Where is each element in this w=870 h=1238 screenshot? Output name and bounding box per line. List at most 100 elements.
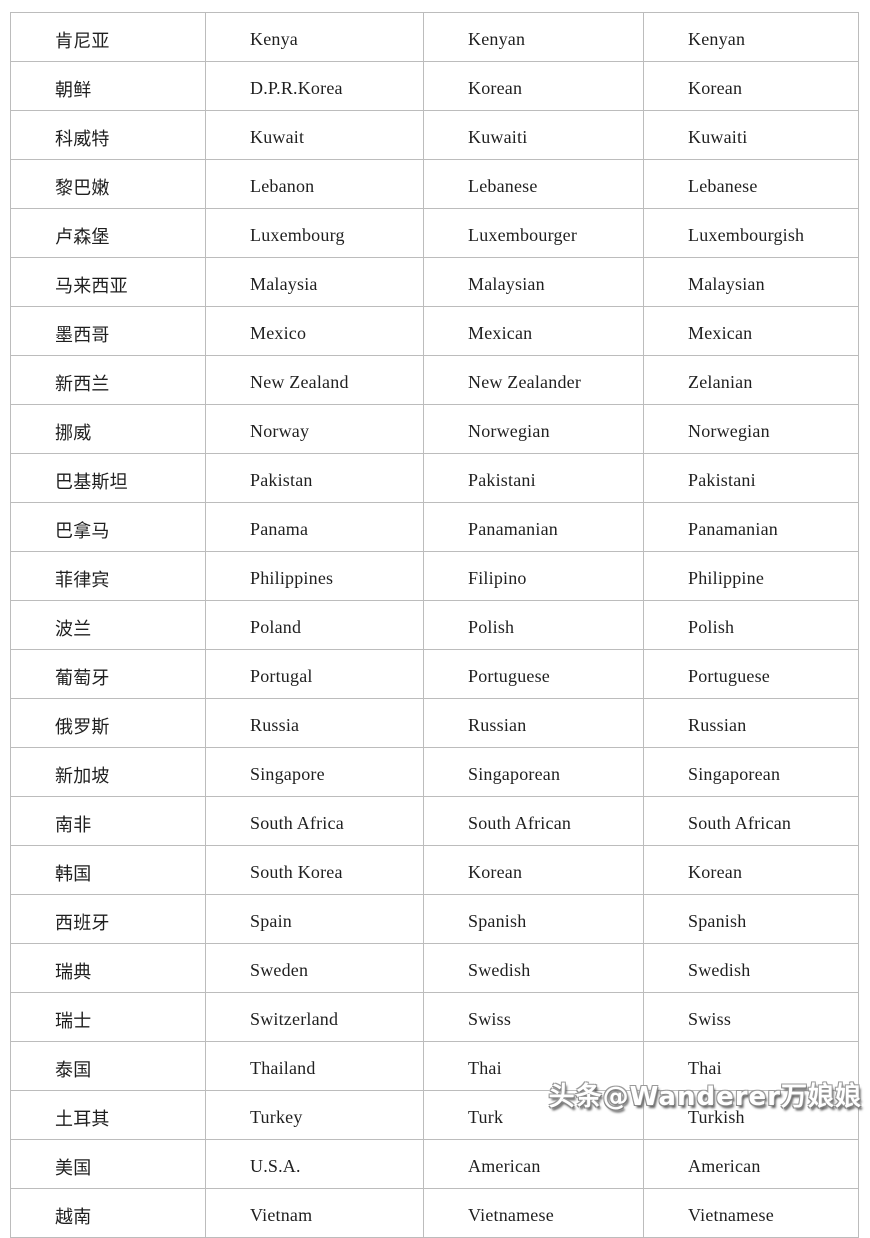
table-cell: American bbox=[643, 1139, 859, 1189]
table-row: 葡萄牙 Portugal Portuguese Portuguese bbox=[10, 649, 859, 699]
table-cell: South African bbox=[643, 796, 859, 846]
table-cell: Panama bbox=[205, 502, 424, 552]
table-row: 西班牙 Spain Spanish Spanish bbox=[10, 894, 859, 944]
table-cell: Singaporean bbox=[643, 747, 859, 797]
table-cell: Kuwait bbox=[205, 110, 424, 160]
table-row: 瑞典 Sweden Swedish Swedish bbox=[10, 943, 859, 993]
table-cell: Kenya bbox=[205, 12, 424, 62]
table-cell: 挪威 bbox=[10, 404, 206, 454]
table-cell: 巴基斯坦 bbox=[10, 453, 206, 503]
table-cell: South African bbox=[423, 796, 644, 846]
table-row: 瑞士 Switzerland Swiss Swiss bbox=[10, 992, 859, 1042]
table-cell: New Zealander bbox=[423, 355, 644, 405]
table-cell: Malaysian bbox=[643, 257, 859, 307]
table-cell: Spain bbox=[205, 894, 424, 944]
table-cell: 科威特 bbox=[10, 110, 206, 160]
table-cell: Norway bbox=[205, 404, 424, 454]
table-cell: Singapore bbox=[205, 747, 424, 797]
table-cell: Thai bbox=[423, 1041, 644, 1091]
table-cell: Philippine bbox=[643, 551, 859, 601]
table-cell: Norwegian bbox=[643, 404, 859, 454]
table-cell: Vietnamese bbox=[643, 1188, 859, 1238]
table-cell: Korean bbox=[423, 61, 644, 111]
table-cell: Korean bbox=[423, 845, 644, 895]
table-cell: Turk bbox=[423, 1090, 644, 1140]
table-cell: Swedish bbox=[423, 943, 644, 993]
table-row: 泰国 Thailand Thai Thai bbox=[10, 1041, 859, 1091]
table-cell: 葡萄牙 bbox=[10, 649, 206, 699]
table-cell: Russia bbox=[205, 698, 424, 748]
table-row: 波兰 Poland Polish Polish bbox=[10, 600, 859, 650]
table-cell: Panamanian bbox=[423, 502, 644, 552]
table-cell: Norwegian bbox=[423, 404, 644, 454]
table-cell: Swiss bbox=[423, 992, 644, 1042]
table-cell: 新加坡 bbox=[10, 747, 206, 797]
table-cell: Lebanon bbox=[205, 159, 424, 209]
table-cell: Philippines bbox=[205, 551, 424, 601]
table-cell: Portuguese bbox=[643, 649, 859, 699]
table-cell: Poland bbox=[205, 600, 424, 650]
table-cell: Singaporean bbox=[423, 747, 644, 797]
table-cell: Turkey bbox=[205, 1090, 424, 1140]
table-cell: Swedish bbox=[643, 943, 859, 993]
table-cell: Mexico bbox=[205, 306, 424, 356]
table-cell: 朝鲜 bbox=[10, 61, 206, 111]
table-cell: Swiss bbox=[643, 992, 859, 1042]
table-cell: 黎巴嫩 bbox=[10, 159, 206, 209]
table-row: 墨西哥 Mexico Mexican Mexican bbox=[10, 306, 859, 356]
table-row: 卢森堡 Luxembourg Luxembourger Luxembourgish bbox=[10, 208, 859, 258]
table-cell: 菲律宾 bbox=[10, 551, 206, 601]
table-row: 新西兰 New Zealand New Zealander Zelanian bbox=[10, 355, 859, 405]
table-cell: Zelanian bbox=[643, 355, 859, 405]
table-cell: 越南 bbox=[10, 1188, 206, 1238]
table-row: 黎巴嫩 Lebanon Lebanese Lebanese bbox=[10, 159, 859, 209]
table-cell: American bbox=[423, 1139, 644, 1189]
table-cell: New Zealand bbox=[205, 355, 424, 405]
table-cell: Sweden bbox=[205, 943, 424, 993]
table-cell: Korean bbox=[643, 61, 859, 111]
table-cell: Polish bbox=[423, 600, 644, 650]
table-cell: 卢森堡 bbox=[10, 208, 206, 258]
table-cell: 瑞士 bbox=[10, 992, 206, 1042]
country-nationality-table-container: 肯尼亚 Kenya Kenyan Kenyan 朝鲜 D.P.R.Korea Korean K… bbox=[10, 12, 859, 1238]
table-cell: Mexican bbox=[423, 306, 644, 356]
table-cell: 南非 bbox=[10, 796, 206, 846]
table-cell: 新西兰 bbox=[10, 355, 206, 405]
table-cell: Mexican bbox=[643, 306, 859, 356]
table-cell: South Africa bbox=[205, 796, 424, 846]
table-row: 马来西亚 Malaysia Malaysian Malaysian bbox=[10, 257, 859, 307]
table-cell: 巴拿马 bbox=[10, 502, 206, 552]
table-cell: Polish bbox=[643, 600, 859, 650]
table-row: 美国 U.S.A. American American bbox=[10, 1139, 859, 1189]
table-cell: 泰国 bbox=[10, 1041, 206, 1091]
table-cell: Lebanese bbox=[423, 159, 644, 209]
table-cell: Kuwaiti bbox=[423, 110, 644, 160]
table-row: 越南 Vietnam Vietnamese Vietnamese bbox=[10, 1188, 859, 1238]
table-cell: Malaysian bbox=[423, 257, 644, 307]
table-cell: Kenyan bbox=[423, 12, 644, 62]
table-cell: Pakistani bbox=[423, 453, 644, 503]
table-row: 科威特 Kuwait Kuwaiti Kuwaiti bbox=[10, 110, 859, 160]
table-cell: 西班牙 bbox=[10, 894, 206, 944]
table-row: 肯尼亚 Kenya Kenyan Kenyan bbox=[10, 12, 859, 62]
table-cell: Portuguese bbox=[423, 649, 644, 699]
table-cell: Thai bbox=[643, 1041, 859, 1091]
table-cell: 肯尼亚 bbox=[10, 12, 206, 62]
table-cell: Malaysia bbox=[205, 257, 424, 307]
table-cell: Korean bbox=[643, 845, 859, 895]
table-cell: Lebanese bbox=[643, 159, 859, 209]
table-cell: Turkish bbox=[643, 1090, 859, 1140]
table-row: 菲律宾 Philippines Filipino Philippine bbox=[10, 551, 859, 601]
table-cell: Panamanian bbox=[643, 502, 859, 552]
table-row: 土耳其 Turkey Turk Turkish bbox=[10, 1090, 859, 1140]
table-row: 南非 South Africa South African South African bbox=[10, 796, 859, 846]
table-row: 韩国 South Korea Korean Korean bbox=[10, 845, 859, 895]
table-cell: Russian bbox=[423, 698, 644, 748]
table-cell: Vietnamese bbox=[423, 1188, 644, 1238]
table-cell: 瑞典 bbox=[10, 943, 206, 993]
table-cell: 马来西亚 bbox=[10, 257, 206, 307]
table-cell: Luxembourger bbox=[423, 208, 644, 258]
table-cell: D.P.R.Korea bbox=[205, 61, 424, 111]
table-cell: Filipino bbox=[423, 551, 644, 601]
table-cell: 墨西哥 bbox=[10, 306, 206, 356]
